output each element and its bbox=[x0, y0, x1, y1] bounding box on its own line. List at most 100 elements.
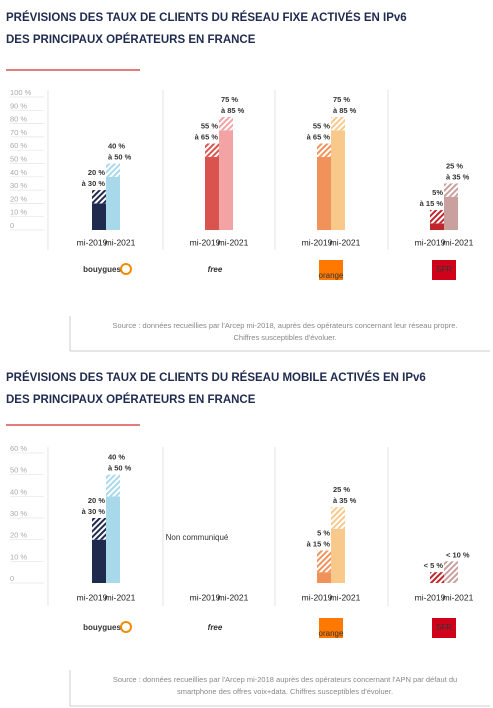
bar-range bbox=[92, 518, 106, 540]
period-label: mi-2019 bbox=[77, 237, 108, 247]
bar-range bbox=[430, 572, 444, 583]
value-label: à 30 % bbox=[82, 179, 106, 188]
value-label: 75 % bbox=[221, 95, 238, 104]
source: Chiffres susceptibles d'évoluer. bbox=[233, 333, 336, 342]
logo: SFR bbox=[436, 265, 452, 274]
period-label: mi-2019 bbox=[302, 237, 333, 247]
source: Source : données recueillies par l'Arcep… bbox=[113, 675, 457, 684]
y-tick-label: 20 % bbox=[10, 531, 27, 540]
bar-range bbox=[430, 210, 444, 224]
value-label: 55 % bbox=[201, 122, 218, 131]
y-tick-label: 60 % bbox=[10, 141, 27, 150]
bar-range bbox=[317, 143, 331, 157]
value-label: 40 % bbox=[108, 141, 125, 150]
value-label: < 10 % bbox=[446, 550, 470, 559]
logo-box bbox=[319, 618, 343, 638]
logo-box bbox=[319, 260, 343, 280]
y-tick-label: 10 % bbox=[10, 208, 27, 217]
logo-box bbox=[432, 618, 456, 638]
bar-range bbox=[106, 163, 120, 177]
value-label: 5 % bbox=[317, 528, 330, 537]
period-label: mi-2019 bbox=[415, 592, 446, 602]
chart-title: DES PRINCIPAUX OPÉRATEURS EN FRANCE bbox=[6, 33, 256, 46]
logo: free bbox=[208, 623, 223, 632]
period-label: mi-2021 bbox=[218, 592, 249, 602]
value-label: 20 % bbox=[88, 168, 105, 177]
period-label: mi-2019 bbox=[77, 592, 108, 602]
value-label: 5% bbox=[432, 188, 443, 197]
y-tick-label: 40 % bbox=[10, 168, 27, 177]
logo-mark bbox=[120, 621, 132, 633]
period-label: mi-2021 bbox=[105, 592, 136, 602]
value-label: à 35 % bbox=[333, 496, 357, 505]
chart-title: DES PRINCIPAUX OPÉRATEURS EN FRANCE bbox=[6, 393, 256, 406]
value-label: à 15 % bbox=[420, 199, 444, 208]
chart-title: PRÉVISIONS DES TAUX DE CLIENTS DU RÉSEAU… bbox=[6, 11, 407, 24]
y-tick-label: 80 % bbox=[10, 115, 27, 124]
period-label: mi-2021 bbox=[330, 237, 361, 247]
logo: bouygues bbox=[83, 623, 121, 632]
y-tick-label: 0 bbox=[10, 221, 14, 230]
chart-title: PRÉVISIONS DES TAUX DE CLIENTS DU RÉSEAU… bbox=[6, 371, 426, 384]
logo: free bbox=[208, 265, 223, 274]
period-label: mi-2021 bbox=[330, 592, 361, 602]
bar-solid bbox=[92, 203, 106, 230]
bar-solid bbox=[317, 156, 331, 230]
value-label: 55 % bbox=[313, 122, 330, 131]
source: Source : données recueillies par l'Arcep… bbox=[113, 321, 458, 330]
bar-solid bbox=[331, 528, 345, 583]
note: Non communiqué bbox=[166, 533, 229, 542]
y-tick-label: 70 % bbox=[10, 128, 27, 137]
value-label: 20 % bbox=[88, 496, 105, 505]
bar-range bbox=[444, 561, 458, 583]
logo: bouygues bbox=[83, 265, 121, 274]
period-label: mi-2019 bbox=[190, 237, 221, 247]
value-label: à 65 % bbox=[307, 133, 331, 142]
bar-range bbox=[331, 116, 345, 131]
logo-mark bbox=[120, 263, 132, 275]
value-label: à 35 % bbox=[446, 172, 470, 181]
bar-solid bbox=[106, 176, 120, 230]
bar-range bbox=[106, 474, 120, 497]
value-label: à 85 % bbox=[221, 106, 245, 115]
bar-solid bbox=[205, 156, 219, 230]
value-label: à 15 % bbox=[307, 539, 331, 548]
period-label: mi-2021 bbox=[105, 237, 136, 247]
value-label: 40 % bbox=[108, 453, 125, 462]
logo: orange bbox=[319, 271, 344, 280]
y-tick-label: 30 % bbox=[10, 509, 27, 518]
value-label: à 85 % bbox=[333, 106, 357, 115]
bar-range bbox=[92, 190, 106, 204]
value-label: à 30 % bbox=[82, 507, 106, 516]
bar-range bbox=[444, 183, 458, 197]
period-label: mi-2019 bbox=[302, 592, 333, 602]
value-label: à 50 % bbox=[108, 152, 132, 161]
value-label: à 65 % bbox=[195, 133, 219, 142]
value-label: à 50 % bbox=[108, 464, 132, 473]
bar-range bbox=[219, 116, 233, 131]
value-label: 75 % bbox=[333, 95, 350, 104]
period-label: mi-2019 bbox=[415, 237, 446, 247]
y-tick-label: 100 % bbox=[10, 88, 32, 97]
y-tick-label: 30 % bbox=[10, 181, 27, 190]
y-tick-label: 90 % bbox=[10, 101, 27, 110]
value-label: 25 % bbox=[333, 485, 350, 494]
y-tick-label: 40 % bbox=[10, 487, 27, 496]
y-tick-label: 50 % bbox=[10, 154, 27, 163]
bar-solid bbox=[430, 223, 444, 230]
value-label: 25 % bbox=[446, 161, 463, 170]
value-label: < 5 % bbox=[424, 561, 444, 570]
logo-box bbox=[432, 260, 456, 280]
bar-solid bbox=[92, 539, 106, 583]
bar-solid bbox=[219, 130, 233, 230]
y-tick-label: 0 bbox=[10, 574, 14, 583]
logo: SFR bbox=[436, 623, 452, 632]
y-tick-label: 50 % bbox=[10, 466, 27, 475]
bar-range bbox=[205, 143, 219, 157]
bar-solid bbox=[444, 196, 458, 230]
bar-solid bbox=[317, 572, 331, 583]
y-tick-label: 10 % bbox=[10, 552, 27, 561]
source: smartphone des offres voix+data. Chiffre… bbox=[177, 687, 393, 696]
bar-solid bbox=[106, 496, 120, 583]
y-tick-label: 20 % bbox=[10, 194, 27, 203]
